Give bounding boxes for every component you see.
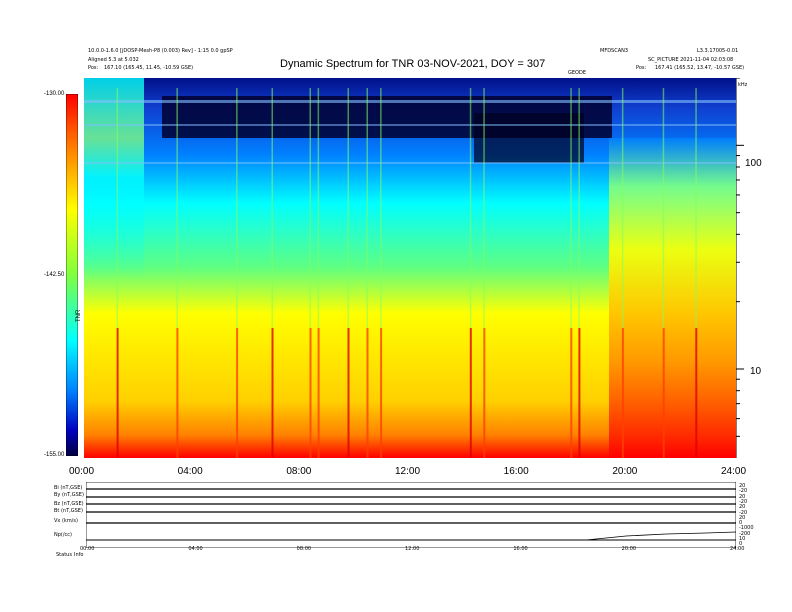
burst-upper-5 <box>317 88 320 328</box>
small-x-tick-1: 04:00 <box>188 546 203 552</box>
solar-wind-panels <box>86 482 736 548</box>
colorbar <box>66 94 78 456</box>
burst-upper-11 <box>570 88 572 328</box>
late-region <box>609 138 736 458</box>
burst-1 <box>176 328 179 458</box>
panel-np-trace <box>585 531 736 541</box>
header-corner-unit: kHz <box>738 82 748 88</box>
small-x-tick-4: 16:00 <box>513 546 528 552</box>
burst-upper-15 <box>695 88 697 328</box>
interference-line-2 <box>84 124 736 126</box>
burst-10 <box>483 328 486 458</box>
header-right-line1b: L3.3.17005-0.01 <box>697 48 739 54</box>
burst-8 <box>380 328 383 458</box>
x-tick-label-0: 00:00 <box>69 466 95 477</box>
header-right-line2: SC_PICTURE 2021-11-04 02:03:08 <box>648 57 734 63</box>
panel-right-label-11: 0 <box>739 541 743 548</box>
burst-upper-10 <box>483 88 485 328</box>
dynamic-spectrum-plot <box>84 78 736 458</box>
interference-line-3 <box>84 162 736 164</box>
panel-right-label-4: 20 <box>739 504 746 511</box>
panel-left-label-3: Bt (nT,GSE) <box>54 508 83 514</box>
header-left-line3: 167.10 (165.45, 11.45, -10.59 GSE) <box>104 65 194 71</box>
x-tick-label-4: 16:00 <box>503 466 529 477</box>
burst-9 <box>469 328 472 458</box>
small-x-tick-3: 12:00 <box>405 546 420 552</box>
panel-right-label-10: 10 <box>739 536 746 542</box>
burst-3 <box>271 328 274 458</box>
burst-14 <box>662 328 665 458</box>
panel-left-label-0: Bi (nT,GSE) <box>54 485 83 491</box>
colorbar-tick-mid: -142.50 <box>44 272 65 278</box>
x-tick-label-1: 04:00 <box>177 466 203 477</box>
burst-upper-3 <box>271 88 273 328</box>
panel-right-label-5: -20 <box>739 509 748 516</box>
burst-upper-6 <box>347 88 349 328</box>
header-right-pos-prefix: Pos: <box>636 65 647 71</box>
burst-7 <box>366 328 369 458</box>
burst-11 <box>570 328 573 458</box>
x-tick-label-3: 12:00 <box>395 466 421 477</box>
colorbar-tick-top: -130.00 <box>44 91 65 97</box>
burst-0 <box>116 328 119 458</box>
panel-right-label-9: -200 <box>739 530 751 537</box>
burst-upper-12 <box>578 88 580 328</box>
panel-left-label-4: Vx (km/s) <box>54 518 78 524</box>
early-region <box>84 78 144 278</box>
burst-2 <box>236 328 239 458</box>
status-label: Status <box>56 552 72 558</box>
x-tick-label-2: 08:00 <box>286 466 312 477</box>
burst-upper-8 <box>380 88 382 328</box>
small-x-tick-6: 24:00 <box>730 546 745 552</box>
burst-upper-13 <box>621 88 624 328</box>
panel-right-label-2: 20 <box>739 493 746 500</box>
header-left-line1: 10.0.0-1.6.0 [jDOSP-Mesh-P8 (0.003) Rev]… <box>88 48 233 54</box>
burst-4 <box>309 328 312 458</box>
burst-group <box>116 88 698 458</box>
colorbar-tick-bottom: -155.00 <box>44 452 65 458</box>
header-center-small: GEODE <box>568 70 586 76</box>
burst-upper-0 <box>116 88 119 328</box>
header-left-pos-prefix: Pos: <box>88 65 99 71</box>
burst-upper-9 <box>469 88 472 328</box>
interference-line-1 <box>84 100 736 103</box>
burst-12 <box>578 328 581 458</box>
small-x-tick-0: 00:00 <box>80 546 95 552</box>
x-tick-label-6: 24:00 <box>721 466 747 477</box>
burst-upper-2 <box>236 88 238 328</box>
panel-right-label-6: 20 <box>739 514 746 521</box>
panel-left-label-1: By (nT,GSE) <box>54 492 84 498</box>
panel-right-label-7: 0 <box>739 520 743 527</box>
panel-right-label-3: -20 <box>739 498 748 505</box>
y-tick-10: 10 <box>750 366 762 377</box>
burst-upper-7 <box>366 88 368 328</box>
header-left-line2: Aligned 5.3 at 5.032 <box>88 57 139 63</box>
burst-13 <box>621 328 624 458</box>
small-x-tick-2: 08:00 <box>296 546 312 552</box>
panel-right-label-8: -1000 <box>739 525 754 532</box>
burst-5 <box>317 328 320 458</box>
panel-left-label-5: Np(/cc) <box>54 532 72 538</box>
right-axis <box>736 78 744 458</box>
burst-6 <box>347 328 350 458</box>
panel-left-label-2: Bz (nT,GSE) <box>54 501 84 507</box>
colorbar-label: TNR <box>76 309 82 322</box>
x-tick-label-5: 20:00 <box>612 466 638 477</box>
y-tick-100: 100 <box>745 158 762 169</box>
panel-right-label-1: -20 <box>739 488 748 495</box>
burst-upper-1 <box>176 88 178 328</box>
chart-title: Dynamic Spectrum for TNR 03-NOV-2021, DO… <box>280 58 546 70</box>
small-x-tick-5: 20:00 <box>621 546 637 552</box>
header-right-line1: MFDSCAN3 <box>600 48 629 54</box>
header-right-line3: 167.41 (165.52, 13.47, -10.57 GSE) <box>655 65 745 71</box>
dark-band-2 <box>474 113 584 163</box>
burst-upper-4 <box>309 88 311 328</box>
burst-15 <box>695 328 698 458</box>
burst-upper-14 <box>662 88 665 328</box>
status-label-2: Info <box>74 552 84 558</box>
panel-right-label-0: 20 <box>739 483 746 489</box>
